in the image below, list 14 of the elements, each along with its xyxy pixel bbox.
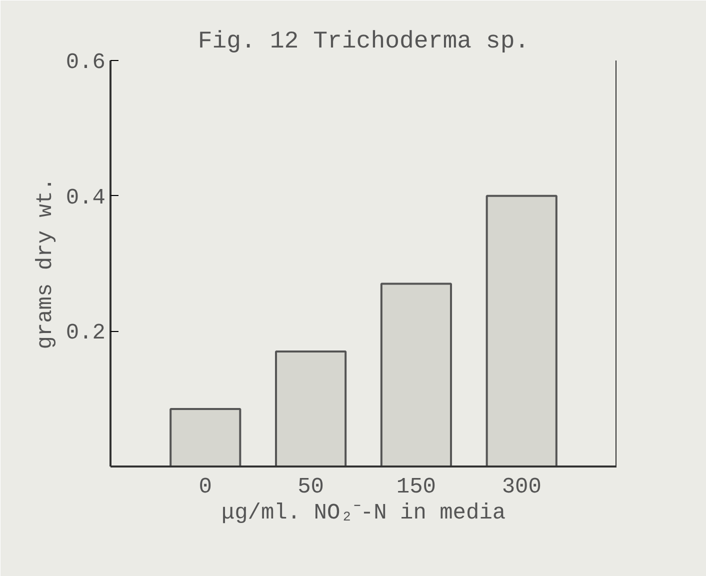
x-tick-label: 50 [298,474,324,500]
x-axis-title: μg/ml. NO₂⁻-N in media [221,500,506,526]
y-tick-label: 0.6 [66,50,106,75]
x-tick-label: 150 [396,474,436,500]
bar [275,350,347,466]
chart-title: Fig. 12 Trichoderma sp. [198,28,530,56]
y-tick-label: 0.2 [66,320,106,346]
x-tick-label: 0 [198,474,212,500]
y-axis-title: grams dry wt. [32,178,58,350]
bar [380,282,452,466]
y-tick-label: 0.4 [66,185,106,210]
bar [486,194,558,466]
bar [170,408,242,466]
x-tick-label: 300 [502,474,542,500]
